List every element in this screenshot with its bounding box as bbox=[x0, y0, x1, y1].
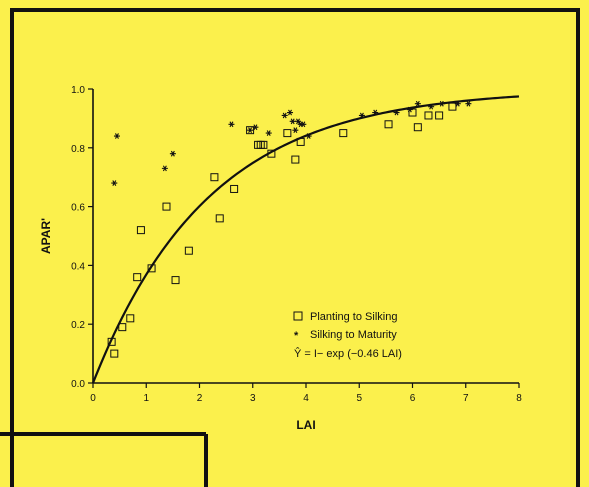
data-point-planting bbox=[296, 137, 305, 146]
data-point-planting bbox=[339, 129, 348, 138]
x-ticks: 0 1 2 3 4 5 6 7 8 bbox=[90, 383, 522, 404]
data-point-planting bbox=[136, 226, 145, 235]
data-point-silking bbox=[372, 109, 379, 116]
data-point-planting bbox=[230, 184, 239, 193]
x-tick-label: 1 bbox=[143, 393, 149, 404]
data-point-planting bbox=[267, 149, 276, 158]
data-point-silking bbox=[169, 150, 176, 157]
outer-border bbox=[10, 8, 580, 487]
data-point-silking bbox=[393, 109, 400, 116]
data-point-planting bbox=[291, 155, 300, 164]
data-point-silking bbox=[428, 103, 435, 110]
data-point-silking bbox=[247, 127, 254, 134]
x-tick-label: 8 bbox=[516, 393, 522, 404]
axes bbox=[92, 89, 519, 384]
fit-curve bbox=[91, 95, 520, 384]
data-point-planting bbox=[110, 349, 119, 358]
x-tick-label: 6 bbox=[410, 393, 416, 404]
data-point-planting bbox=[408, 108, 417, 117]
data-point-silking bbox=[113, 133, 120, 139]
legend-fit-equation: Ŷ = I− exp (−0.46 LAI) bbox=[294, 347, 402, 360]
y-axis-title: APAR' bbox=[39, 218, 53, 254]
data-point-planting bbox=[126, 314, 135, 323]
data-point-silking bbox=[358, 112, 365, 119]
data-point-planting bbox=[171, 276, 180, 285]
data-point-planting bbox=[147, 264, 156, 273]
data-point-silking bbox=[111, 180, 118, 186]
data-point-silking bbox=[295, 118, 302, 125]
data-point-planting bbox=[184, 246, 193, 255]
legend-square-marker bbox=[293, 311, 303, 321]
legend-asterisk-marker: * bbox=[294, 330, 299, 342]
data-point-silking bbox=[292, 127, 299, 134]
data-point-planting bbox=[133, 273, 142, 282]
y-tick-label: 0.8 bbox=[71, 144, 85, 155]
frame bbox=[0, 8, 580, 487]
x-tick-label: 2 bbox=[197, 393, 203, 404]
x-tick-label: 7 bbox=[463, 393, 469, 404]
data-point-planting bbox=[215, 214, 224, 223]
data-point-planting bbox=[259, 140, 268, 149]
x-axis-title: LAI bbox=[296, 418, 315, 432]
data-point-planting bbox=[118, 323, 127, 332]
data-point-silking bbox=[438, 100, 445, 107]
y-tick-label: 0.4 bbox=[71, 261, 85, 272]
data-point-silking bbox=[287, 109, 294, 116]
data-point-silking bbox=[161, 165, 168, 172]
x-tick-label: 0 bbox=[90, 393, 96, 404]
data-point-silking bbox=[252, 124, 259, 131]
data-point-silking bbox=[465, 100, 472, 107]
data-point-silking bbox=[406, 106, 413, 113]
data-point-silking bbox=[265, 130, 272, 136]
data-point-silking bbox=[281, 112, 288, 119]
data-point-silking bbox=[454, 100, 461, 107]
series-planting-to-silking bbox=[107, 102, 457, 358]
data-point-planting bbox=[246, 126, 255, 135]
data-point-planting bbox=[424, 111, 433, 120]
data-point-silking bbox=[228, 121, 235, 128]
data-point-planting bbox=[448, 102, 457, 111]
y-ticks: 0.0 0.2 0.4 0.6 0.8 1.0 bbox=[71, 85, 93, 390]
y-tick-label: 0.6 bbox=[71, 203, 85, 214]
y-tick-label: 0.0 bbox=[71, 379, 85, 390]
data-point-planting bbox=[283, 129, 292, 138]
legend: Planting to Silking * Silking to Maturit… bbox=[293, 311, 402, 360]
data-point-silking bbox=[305, 133, 312, 139]
data-point-planting bbox=[254, 140, 263, 149]
data-point-silking bbox=[300, 121, 307, 128]
legend-label-silking: Silking to Maturity bbox=[310, 329, 397, 341]
y-tick-label: 1.0 bbox=[71, 85, 85, 96]
data-point-planting bbox=[256, 140, 265, 149]
x-tick-label: 3 bbox=[250, 393, 256, 404]
x-tick-label: 4 bbox=[303, 393, 309, 404]
data-point-planting bbox=[435, 111, 444, 120]
x-tick-label: 5 bbox=[356, 393, 362, 404]
data-point-planting bbox=[107, 337, 116, 346]
data-point-planting bbox=[413, 123, 422, 132]
data-point-silking bbox=[414, 100, 421, 107]
series-silking-to-maturity bbox=[111, 100, 472, 186]
y-tick-label: 0.2 bbox=[71, 320, 85, 331]
data-point-planting bbox=[162, 202, 171, 211]
data-point-planting bbox=[210, 173, 219, 182]
legend-label-planting: Planting to Silking bbox=[310, 311, 397, 323]
data-point-silking bbox=[289, 118, 296, 125]
data-point-planting bbox=[384, 120, 393, 129]
